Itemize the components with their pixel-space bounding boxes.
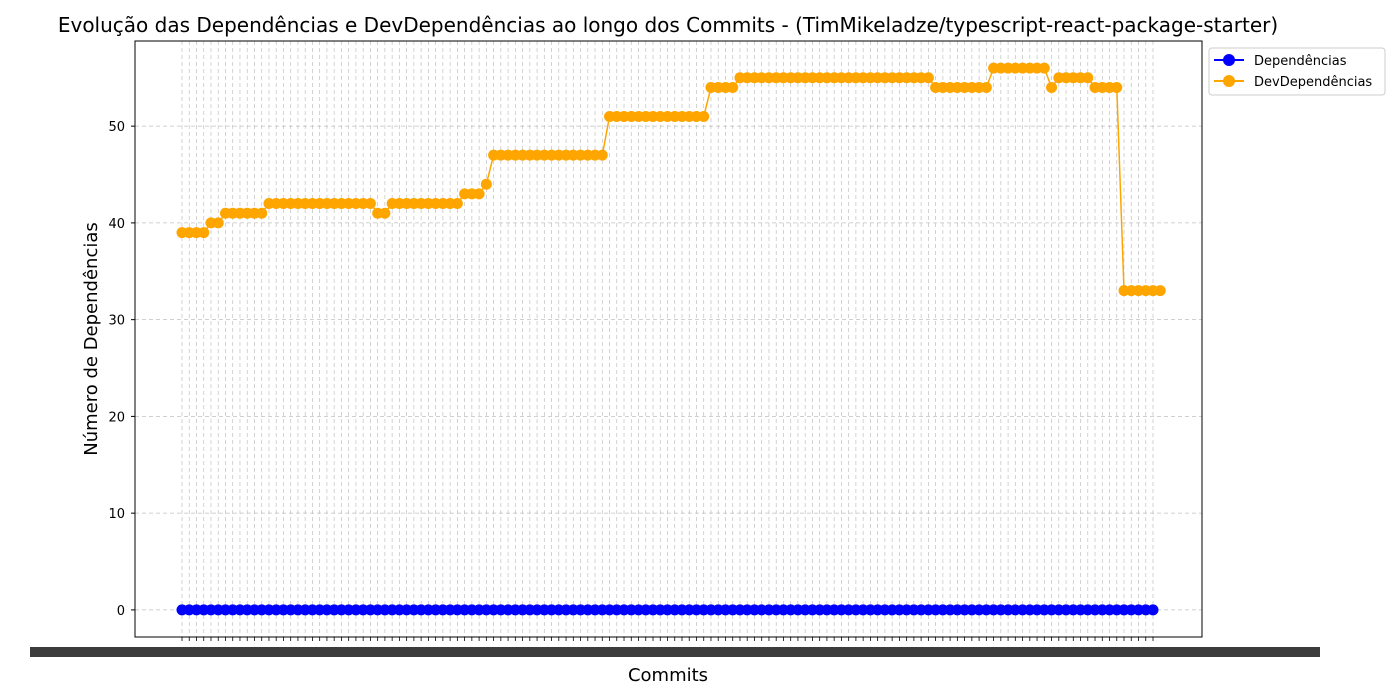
y-axis-label: Número de Dependências — [81, 222, 102, 456]
data-point-devdependencies — [473, 188, 485, 200]
data-point-devdependencies — [980, 81, 992, 93]
y-tick-label: 30 — [108, 314, 125, 329]
y-tick-label: 10 — [108, 507, 125, 522]
data-point-devdependencies — [1111, 81, 1123, 93]
legend-label-dependencies: Dependências — [1254, 54, 1347, 69]
series-dependencies — [176, 604, 1159, 616]
grid — [135, 41, 1202, 637]
y-axis: 0 10 20 30 40 50 — [108, 120, 135, 619]
series-line-devdependencies — [182, 67, 1161, 292]
data-point-devdependencies — [1046, 81, 1058, 93]
data-point-devdependencies — [379, 207, 391, 219]
chart-title: Evolução das Dependências e DevDependênc… — [58, 13, 1278, 37]
data-point-devdependencies — [1038, 62, 1050, 74]
data-point-devdependencies — [1154, 285, 1166, 297]
x-axis-label: Commits — [628, 665, 708, 686]
data-point-devdependencies — [451, 198, 463, 210]
data-point-devdependencies — [364, 198, 376, 210]
y-tick-label: 20 — [108, 410, 125, 425]
x-tick-labels-overlap — [30, 647, 1320, 657]
legend-marker-dependencies — [1223, 54, 1235, 66]
data-point-devdependencies — [198, 227, 210, 239]
legend-label-devdependencies: DevDependências — [1254, 75, 1372, 90]
data-point-dependencies — [1147, 604, 1159, 616]
legend: Dependências DevDependências — [1208, 47, 1386, 96]
data-point-devdependencies — [212, 217, 224, 229]
plot-area-frame — [134, 40, 1203, 638]
data-point-devdependencies — [256, 207, 268, 219]
series-devdependencies — [176, 62, 1166, 297]
x-axis — [30, 637, 1320, 657]
series-layer — [176, 62, 1166, 616]
data-point-devdependencies — [480, 178, 492, 190]
data-point-devdependencies — [1082, 72, 1094, 84]
data-point-devdependencies — [922, 72, 934, 84]
legend-box — [1208, 47, 1386, 96]
y-tick-label: 40 — [108, 217, 125, 232]
data-point-devdependencies — [727, 81, 739, 93]
data-point-devdependencies — [698, 110, 710, 122]
y-tick-label: 50 — [108, 120, 125, 135]
y-tick-label: 0 — [117, 604, 125, 619]
legend-marker-devdependencies — [1223, 75, 1235, 87]
data-point-devdependencies — [596, 149, 608, 161]
